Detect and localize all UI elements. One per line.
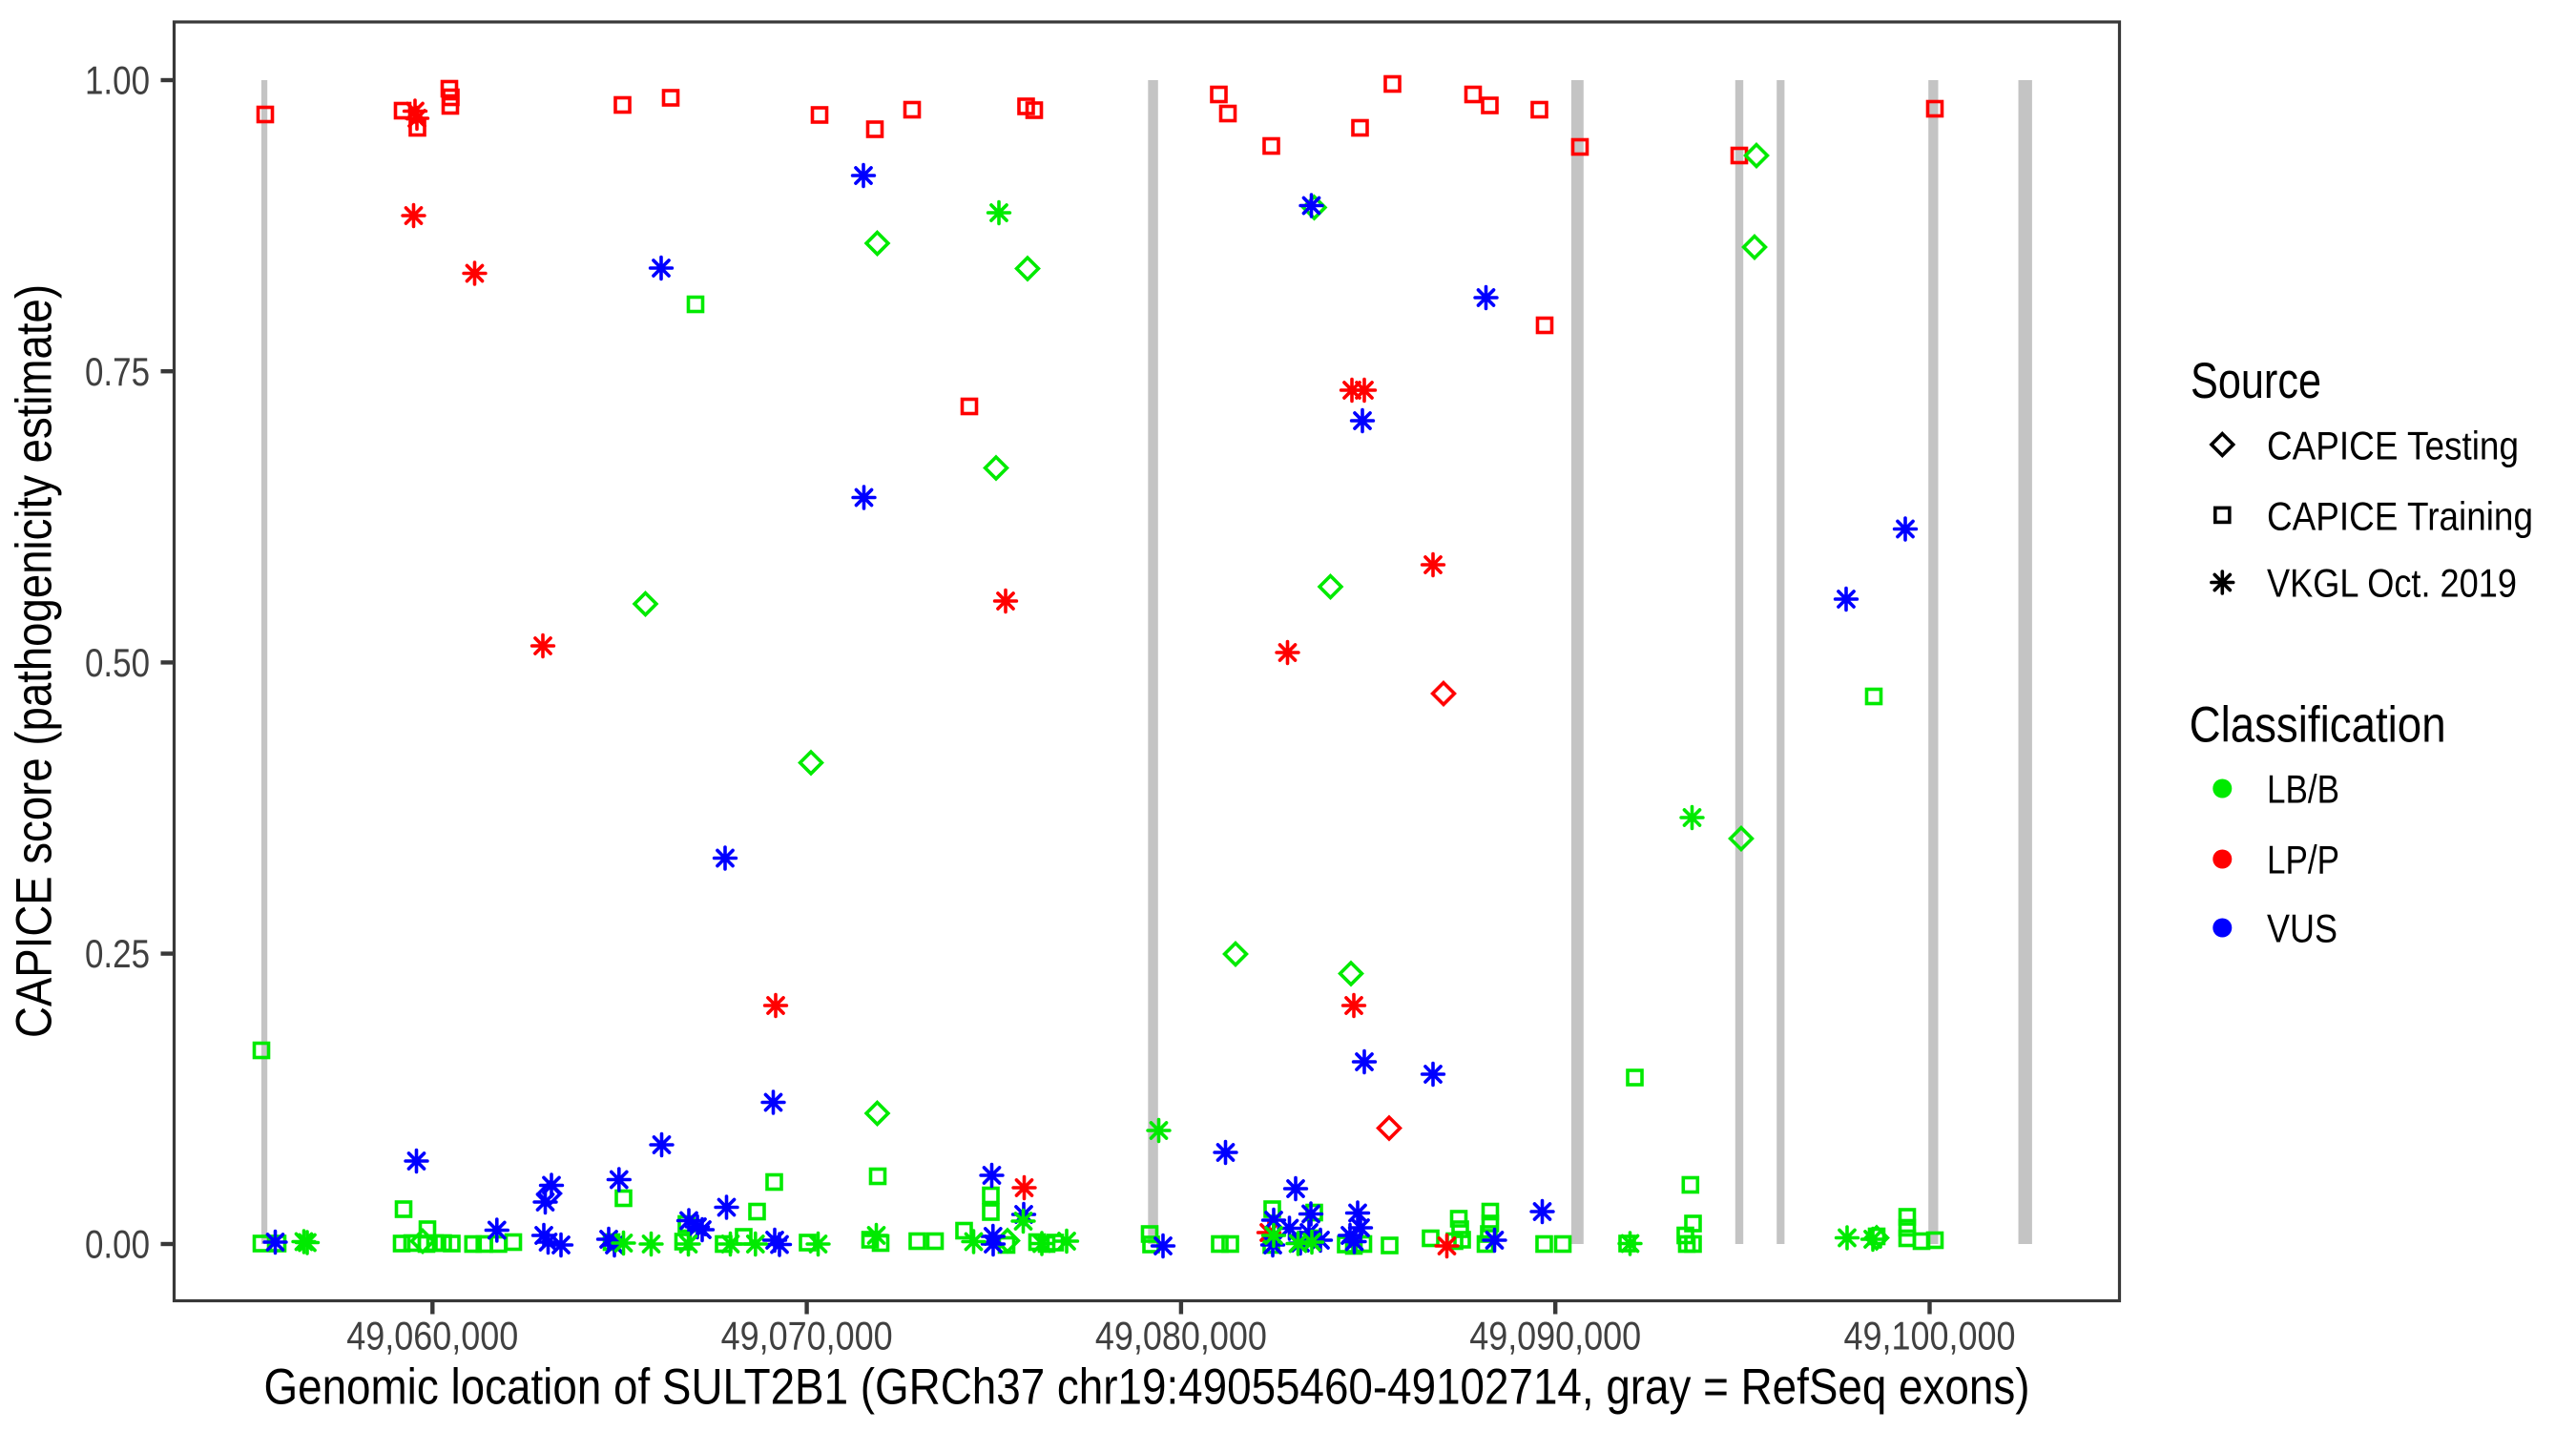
svg-text:CAPICE score (pathogenicity es: CAPICE score (pathogenicity estimate) [7,284,63,1038]
svg-text:49,060,000: 49,060,000 [346,1314,518,1358]
svg-text:Source: Source [2191,353,2321,409]
svg-text:49,100,000: 49,100,000 [1844,1314,2016,1358]
svg-text:Classification: Classification [2190,697,2446,754]
svg-text:0.00: 0.00 [85,1222,150,1267]
svg-text:Genomic location of SULT2B1 (G: Genomic location of SULT2B1 (GRCh37 chr1… [264,1359,2030,1416]
svg-text:LP/P: LP/P [2267,838,2339,882]
svg-text:VUS: VUS [2267,906,2337,951]
svg-text:LB/B: LB/B [2267,767,2339,812]
svg-text:1.00: 1.00 [85,58,150,103]
svg-text:VKGL Oct. 2019: VKGL Oct. 2019 [2267,561,2517,606]
svg-text:0.25: 0.25 [85,931,150,976]
svg-text:CAPICE Testing: CAPICE Testing [2267,423,2519,467]
svg-text:CAPICE Training: CAPICE Training [2267,493,2533,538]
svg-text:0.50: 0.50 [85,640,150,685]
svg-text:49,070,000: 49,070,000 [721,1314,893,1358]
svg-text:0.75: 0.75 [85,349,150,394]
svg-text:49,090,000: 49,090,000 [1469,1314,1641,1358]
svg-text:49,080,000: 49,080,000 [1095,1314,1267,1358]
